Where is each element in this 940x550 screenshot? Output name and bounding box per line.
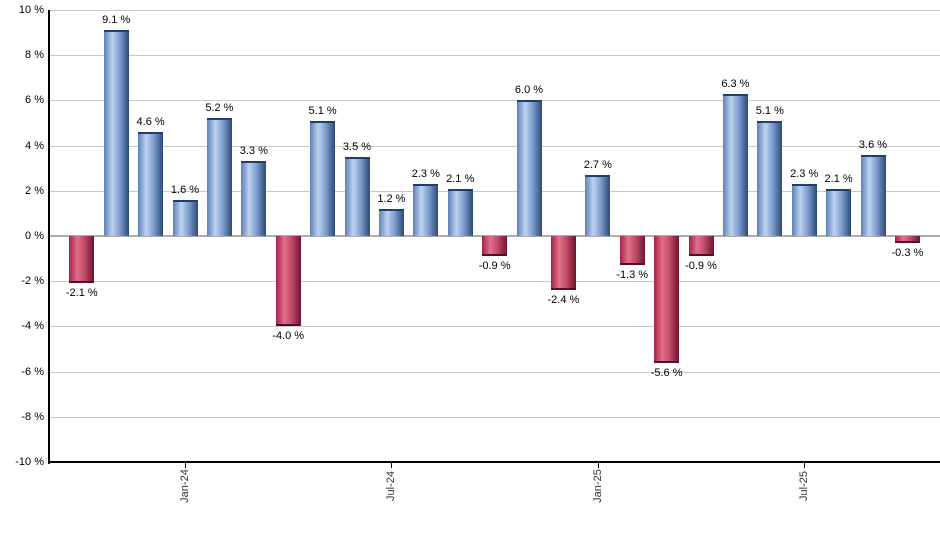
bar-Oct-25 [894, 236, 920, 243]
bar-Sep-25 [860, 154, 886, 236]
bar-value-label-Jun-25: 5.1 % [755, 104, 784, 117]
bar-value-label-Oct-24: -0.9 % [478, 260, 511, 273]
gridline [49, 416, 940, 418]
x-axis-tick-label: Jan-24 [179, 469, 191, 503]
y-axis-tick-label: 10 % [18, 4, 44, 16]
bar-May-24 [310, 120, 336, 236]
bar-value-label-Aug-25: 2.1 % [824, 172, 853, 185]
bar-Oct-23 [69, 236, 95, 284]
bar-Mar-25 [654, 236, 680, 363]
y-axis-tick-label: -2 % [21, 275, 44, 288]
bar-value-label-Sep-24: 2.1 % [446, 172, 475, 185]
y-axis-line [48, 10, 50, 464]
y-axis-tick-label: -4 % [21, 320, 44, 333]
bar-Apr-25 [688, 236, 714, 257]
bar-value-label-Jul-24: 1.2 % [377, 192, 406, 205]
bar-value-label-Apr-24: -4.0 % [272, 330, 305, 343]
gridline [49, 55, 940, 57]
gridline [49, 145, 940, 147]
x-axis-line [48, 461, 940, 463]
bar-value-label-Mar-25: -5.6 % [650, 366, 683, 379]
bar-value-label-Feb-25: -1.3 % [616, 269, 649, 282]
bar-Jan-25 [585, 174, 611, 236]
y-axis-tick-label: 6 % [25, 94, 44, 107]
bar-value-label-Nov-23: 9.1 % [102, 14, 131, 27]
bar-value-label-Jul-25: 2.3 % [790, 168, 819, 181]
bar-Nov-23 [103, 30, 129, 236]
x-axis-tick-label: Jan-25 [591, 469, 604, 503]
x-axis-tick-mark [391, 463, 393, 468]
bar-Jul-25 [791, 184, 817, 236]
bar-value-label-Oct-25: -0.3 % [891, 246, 924, 259]
bar-value-label-Jan-24: 1.6 % [170, 183, 200, 196]
bar-Jun-24 [344, 156, 370, 236]
bar-Dec-24 [550, 236, 576, 291]
y-axis-tick-label: 8 % [25, 49, 44, 62]
gridline [49, 326, 940, 328]
y-axis-tick-label: -10 % [15, 456, 44, 468]
x-axis-tick-label: Jul-24 [385, 471, 398, 501]
bar-value-label-Oct-23: -2.1 % [65, 287, 98, 300]
bar-value-label-Feb-24: 5.2 % [205, 102, 234, 115]
bar-value-label-Jun-24: 3.5 % [342, 140, 372, 153]
bar-Jan-24 [172, 199, 198, 236]
bar-Oct-24 [482, 236, 508, 257]
bar-Dec-23 [138, 132, 164, 236]
bar-value-label-Jan-25: 2.7 % [583, 158, 612, 171]
bar-May-25 [722, 93, 748, 236]
bar-Jul-24 [378, 208, 404, 236]
x-axis-tick-mark [804, 463, 806, 468]
bar-value-label-Aug-24: 2.3 % [411, 168, 440, 181]
y-axis-tick-label: 4 % [25, 139, 44, 152]
y-axis-tick-label: -8 % [21, 410, 44, 423]
x-axis-tick-mark [185, 463, 186, 468]
y-axis-tick-label: 0 % [25, 230, 44, 242]
bar-value-label-Dec-24: -2.4 % [547, 294, 580, 307]
x-axis-tick-label: Jul-25 [798, 471, 811, 501]
bar-Apr-24 [275, 236, 301, 327]
bar-value-label-Mar-24: 3.3 % [239, 145, 268, 158]
gridline [49, 100, 940, 102]
bar-Feb-25 [619, 236, 645, 266]
y-axis-tick-label: -6 % [21, 365, 44, 378]
bar-value-label-Apr-25: -0.9 % [685, 260, 717, 273]
bar-Mar-24 [241, 161, 267, 236]
x-axis-tick-mark [597, 463, 599, 468]
y-axis-tick-label: 2 % [25, 184, 44, 197]
bar-value-label-May-24: 5.1 % [308, 104, 337, 117]
bar-Sep-24 [447, 188, 473, 236]
bar-Aug-24 [413, 184, 439, 236]
gridline [49, 281, 940, 283]
bar-value-label-Nov-24: 6.0 % [514, 84, 544, 97]
bar-value-label-Sep-25: 3.6 % [858, 138, 888, 151]
bar-Nov-24 [516, 100, 542, 236]
bar-Jun-25 [757, 120, 783, 236]
bar-Feb-24 [206, 118, 232, 236]
gridline [49, 371, 940, 373]
bar-Aug-25 [826, 188, 852, 236]
gridline [49, 10, 940, 11]
bar-value-label-May-25: 6.3 % [721, 77, 750, 90]
bar-value-label-Dec-23: 4.6 % [136, 116, 165, 129]
